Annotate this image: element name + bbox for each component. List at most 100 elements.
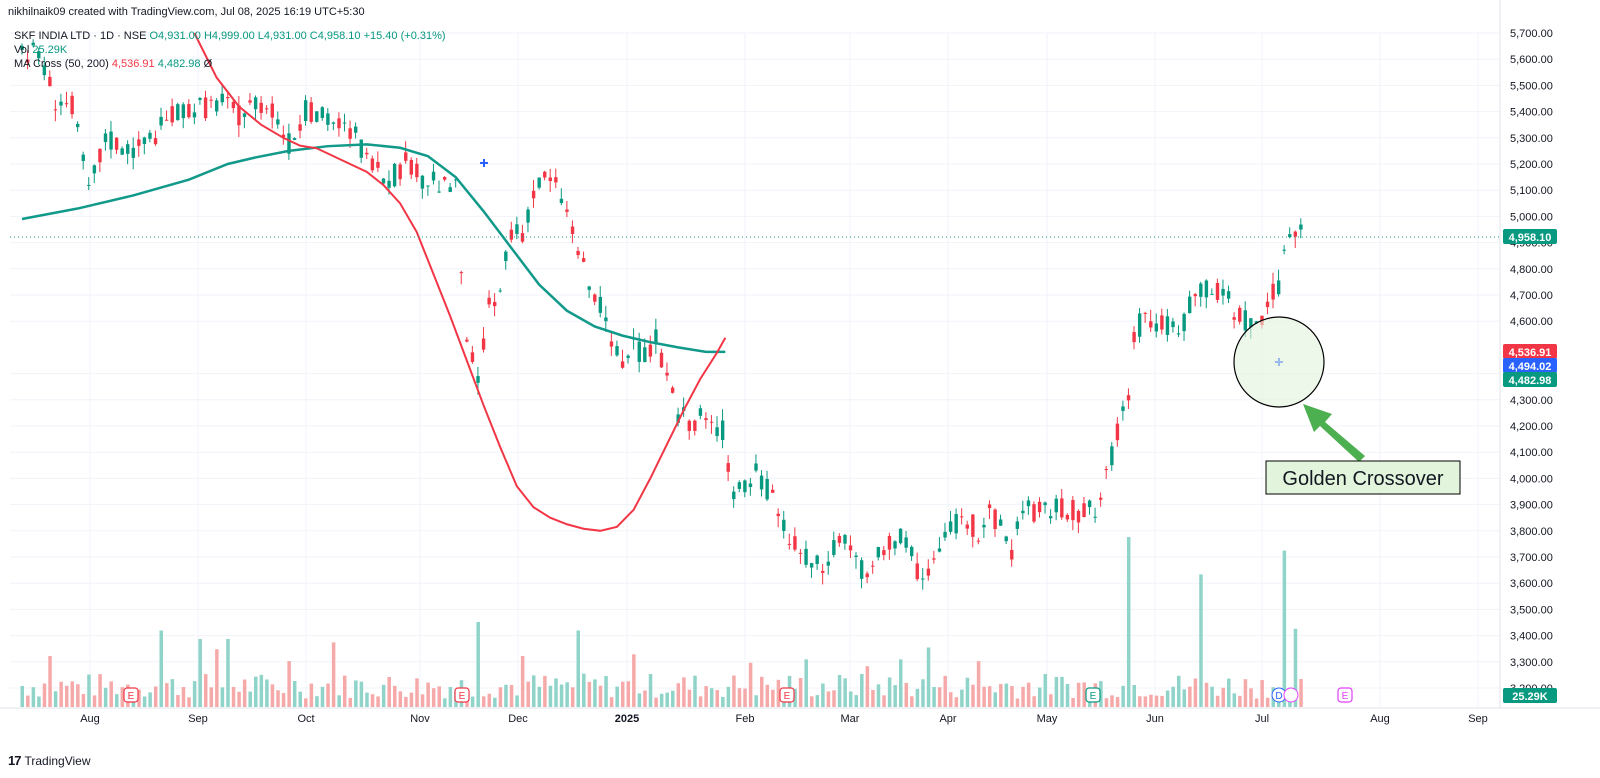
candle-body bbox=[615, 346, 619, 356]
volume-bar bbox=[409, 692, 414, 707]
y-tick-label: 4,000.00 bbox=[1510, 473, 1553, 485]
volume-bar bbox=[53, 691, 58, 707]
y-tick-label: 4,800.00 bbox=[1510, 264, 1553, 276]
candle-body bbox=[81, 154, 85, 161]
volume-bar bbox=[120, 687, 125, 707]
candle-body bbox=[1143, 312, 1147, 314]
volume-bar bbox=[687, 689, 692, 707]
volume-bar bbox=[20, 685, 24, 707]
volume-bar bbox=[415, 678, 419, 707]
legend-open: O4,931.00 bbox=[149, 30, 201, 42]
volume-bar bbox=[1143, 696, 1148, 707]
volume-bar bbox=[748, 662, 753, 707]
x-tick-label: Apr bbox=[939, 713, 956, 725]
volume-bar bbox=[70, 681, 75, 707]
x-tick-label: Sep bbox=[1468, 713, 1488, 725]
volume-bar bbox=[1165, 690, 1170, 707]
candle-body bbox=[854, 555, 858, 557]
volume-bar bbox=[676, 683, 681, 707]
volume-bar bbox=[1260, 680, 1264, 707]
volume-bar bbox=[632, 654, 636, 707]
y-tick-label: 5,200.00 bbox=[1510, 159, 1553, 171]
candle-body bbox=[1293, 231, 1298, 237]
candle-body bbox=[1054, 498, 1058, 513]
candle-body bbox=[1282, 249, 1286, 251]
candle-body bbox=[270, 103, 274, 118]
candle-body bbox=[98, 148, 102, 163]
volume-bar bbox=[387, 676, 391, 707]
volume-bar bbox=[1004, 683, 1009, 707]
earnings-marker bbox=[1085, 687, 1101, 703]
candle-body bbox=[976, 540, 981, 542]
legend-volume-row[interactable]: Vol 25.29K bbox=[14, 43, 67, 57]
volume-bar bbox=[743, 688, 747, 707]
candle-body bbox=[898, 528, 903, 544]
volume-bar bbox=[315, 696, 319, 707]
volume-bar bbox=[1232, 693, 1237, 707]
candle-body bbox=[148, 132, 152, 139]
candle-body bbox=[142, 137, 147, 145]
legend-symbol[interactable]: SKF INDIA LTD · 1D · NSE bbox=[14, 30, 147, 42]
candle-body bbox=[220, 93, 224, 103]
time-axis: Aug Sep Oct Nov Dec 2025 Feb Mar Apr May Jun Jul Aug… bbox=[80, 713, 1488, 725]
legend-ma-row[interactable]: MA Cross (50, 200) 4,536.91 4,482.98 Ø bbox=[14, 57, 212, 71]
candle-body bbox=[192, 112, 197, 118]
candle-body bbox=[287, 133, 291, 154]
volume-bar bbox=[554, 678, 558, 707]
volume-bar bbox=[1104, 698, 1109, 707]
y-tick-label: 5,600.00 bbox=[1510, 54, 1553, 66]
candle-body bbox=[87, 184, 91, 186]
earnings-marker-label: E bbox=[784, 691, 791, 702]
volume-bar bbox=[943, 675, 947, 707]
volume-bar bbox=[159, 630, 163, 707]
volume-bar bbox=[359, 681, 364, 707]
volume-bar bbox=[559, 684, 564, 707]
candle-body bbox=[1037, 501, 1042, 513]
volume-bar bbox=[1060, 676, 1064, 707]
earnings-marker-label: E bbox=[128, 691, 135, 702]
volume-bars bbox=[20, 537, 1303, 707]
candle-body bbox=[1238, 307, 1242, 322]
candle-body bbox=[387, 180, 391, 188]
volume-bar bbox=[1138, 696, 1142, 707]
candle-body bbox=[843, 534, 847, 544]
volume-bar bbox=[771, 689, 775, 707]
volume-bar bbox=[871, 689, 875, 707]
candle-body bbox=[209, 99, 213, 101]
candle-body bbox=[548, 177, 552, 182]
candle-body bbox=[1026, 500, 1031, 507]
candle-body bbox=[754, 463, 758, 471]
candle-body bbox=[1010, 549, 1014, 560]
candle-body bbox=[648, 344, 653, 357]
legend-vol-value: 25.29K bbox=[32, 44, 68, 56]
candle-body bbox=[1176, 333, 1181, 335]
candle-body bbox=[1165, 316, 1170, 335]
volume-bar bbox=[1026, 682, 1031, 707]
candle-body bbox=[1099, 497, 1103, 500]
candle-body bbox=[320, 107, 325, 118]
candle-body bbox=[265, 108, 269, 110]
tradingview-footer[interactable]: 17 TradingView bbox=[8, 753, 91, 768]
candle-body bbox=[365, 152, 369, 155]
candle-body bbox=[1249, 318, 1253, 328]
cross-price-label: 4,494.02 bbox=[1509, 361, 1552, 373]
volume-bar bbox=[637, 693, 642, 707]
volume-bar bbox=[376, 696, 380, 707]
candle-body bbox=[954, 514, 958, 534]
volume-bar bbox=[754, 695, 758, 707]
volume-bar bbox=[1204, 682, 1209, 707]
volume-bar bbox=[682, 677, 686, 707]
volume-bar bbox=[993, 692, 997, 707]
volume-bar bbox=[987, 686, 992, 707]
candle-body bbox=[993, 509, 997, 529]
ma-slow-price-label: 4,482.98 bbox=[1509, 375, 1552, 387]
candle-body bbox=[37, 51, 41, 59]
candle-body bbox=[431, 171, 436, 181]
y-tick-label: 5,100.00 bbox=[1510, 185, 1553, 197]
volume-bar bbox=[1043, 673, 1048, 707]
x-tick-label: Sep bbox=[188, 713, 208, 725]
volume-bar bbox=[220, 687, 225, 707]
y-tick-label: 3,500.00 bbox=[1510, 604, 1553, 616]
candle-body bbox=[276, 119, 280, 125]
